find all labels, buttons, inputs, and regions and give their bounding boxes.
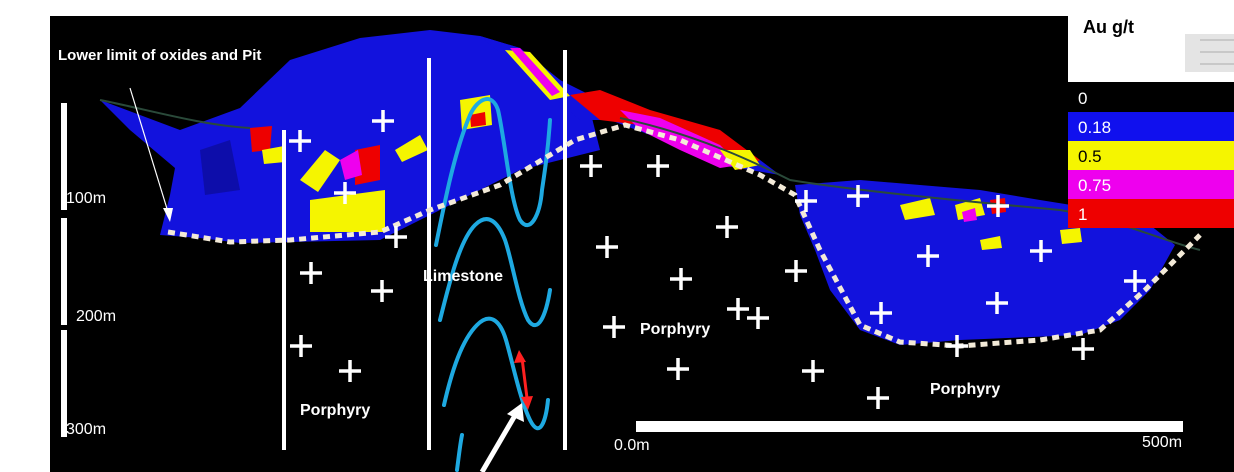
cross-mark bbox=[870, 302, 892, 324]
cross-mark bbox=[334, 182, 356, 204]
cross-mark bbox=[596, 236, 618, 258]
depth-label-100m: 100m bbox=[66, 190, 106, 207]
cross-mark bbox=[667, 358, 689, 380]
porphyry-label-center: Porphyry bbox=[640, 321, 710, 338]
cross-mark bbox=[802, 360, 824, 382]
legend-label: 1 bbox=[1078, 205, 1087, 224]
legend-label: 0 bbox=[1078, 89, 1087, 108]
porphyry-crosses bbox=[289, 110, 1146, 409]
legend-label: 0.5 bbox=[1078, 147, 1102, 166]
porphyry-label-right: Porphyry bbox=[930, 381, 1000, 398]
grade-legend: Au g/t 0 0.18 0.5 0.75 1 bbox=[1068, 16, 1234, 228]
cross-mark bbox=[289, 130, 311, 152]
cross-mark bbox=[385, 226, 407, 248]
cross-mark bbox=[727, 298, 749, 320]
cross-mark bbox=[847, 185, 869, 207]
cross-mark bbox=[795, 190, 817, 212]
red-double-arrow bbox=[514, 350, 533, 410]
depth-scale-bar bbox=[61, 103, 67, 437]
porphyry-label-left: Porphyry bbox=[300, 402, 370, 419]
scale-end-label: 500m bbox=[1142, 434, 1182, 451]
horizontal-scale-bar bbox=[636, 421, 1183, 432]
cross-mark bbox=[372, 110, 394, 132]
legend-swatch bbox=[1068, 83, 1234, 112]
fold-contact-1 bbox=[434, 97, 552, 247]
cross-mark bbox=[290, 335, 312, 357]
lithology-boundaries bbox=[282, 50, 567, 450]
cross-mark bbox=[986, 292, 1008, 314]
depth-label-300m: 300m bbox=[66, 421, 106, 438]
pit-limit-line bbox=[167, 122, 1202, 349]
fold-contact-3 bbox=[442, 316, 550, 431]
scale-start-label: 0.0m bbox=[614, 437, 650, 454]
legend-label: 0.75 bbox=[1078, 176, 1111, 195]
cross-mark bbox=[1124, 270, 1146, 292]
cross-mark bbox=[987, 195, 1009, 217]
cross-mark bbox=[946, 335, 968, 357]
depth-label-200m: 200m bbox=[76, 308, 116, 325]
cross-mark bbox=[670, 268, 692, 290]
legend-swatch bbox=[1068, 170, 1234, 199]
cross-mark bbox=[1072, 338, 1094, 360]
cross-mark bbox=[747, 307, 769, 329]
legend-label: 0.18 bbox=[1078, 118, 1111, 137]
cross-mark bbox=[647, 155, 669, 177]
cross-mark bbox=[716, 216, 738, 238]
white-pointer-arrow bbox=[479, 403, 524, 472]
limestone-contacts bbox=[434, 97, 552, 472]
cross-mark bbox=[917, 245, 939, 267]
cross-mark bbox=[300, 262, 322, 284]
cross-mark bbox=[580, 155, 602, 177]
legend-swatch bbox=[1068, 112, 1234, 141]
fold-contact-2 bbox=[438, 217, 552, 328]
cross-mark bbox=[1030, 240, 1052, 262]
cross-mark bbox=[603, 316, 625, 338]
legend-swatch bbox=[1068, 141, 1234, 170]
legend-swatch bbox=[1068, 199, 1234, 228]
fold-contact-4 bbox=[455, 433, 464, 472]
annotation-leader bbox=[129, 87, 173, 222]
limestone-label: Limestone bbox=[423, 268, 503, 285]
cross-mark bbox=[339, 360, 361, 382]
cross-mark bbox=[867, 387, 889, 409]
legend-title: Au g/t bbox=[1083, 17, 1134, 37]
cross-mark bbox=[785, 260, 807, 282]
cross-mark bbox=[371, 280, 393, 302]
pit-limit-annotation: Lower limit of oxides and Pit bbox=[58, 47, 261, 64]
